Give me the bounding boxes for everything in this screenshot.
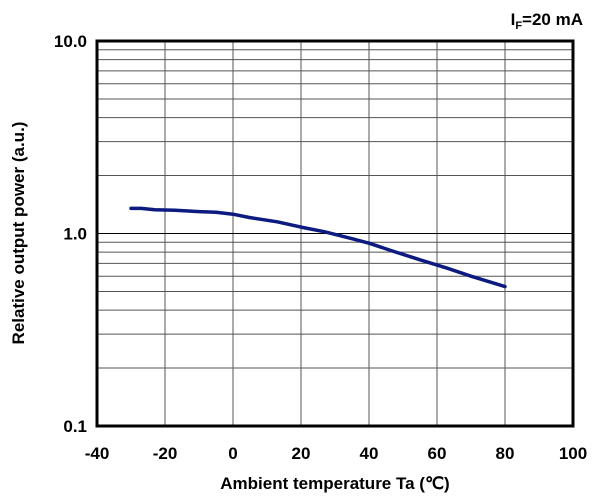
- x-tick-label: 60: [428, 444, 447, 463]
- y-axis-title: Relative output power (a.u.): [9, 122, 28, 345]
- x-tick-label: 100: [559, 444, 587, 463]
- x-tick-label: -20: [153, 444, 178, 463]
- condition-annotation: IF=20 mA: [511, 10, 583, 32]
- x-tick-label: 0: [228, 444, 237, 463]
- grid: [97, 41, 573, 426]
- annotation-rest: =20 mA: [522, 10, 583, 29]
- annotation-subscript: F: [515, 20, 522, 32]
- x-tick-label: 40: [360, 444, 379, 463]
- x-tick-label: 20: [292, 444, 311, 463]
- y-tick-label: 1.0: [63, 225, 87, 244]
- y-tick-labels: 0.1 1.0 10.0: [54, 32, 87, 436]
- x-tick-label: 80: [496, 444, 515, 463]
- x-tick-label: -40: [85, 444, 110, 463]
- x-axis-title: Ambient temperature Ta (℃): [220, 474, 449, 493]
- series-line-output-power: [129, 206, 507, 289]
- x-tick-labels: -40 -20 0 20 40 60 80 100: [85, 444, 587, 463]
- y-tick-label: 10.0: [54, 32, 87, 51]
- plot-frame: [95, 39, 575, 428]
- y-tick-label: 0.1: [63, 417, 87, 436]
- annotation-prefix: I: [511, 10, 516, 29]
